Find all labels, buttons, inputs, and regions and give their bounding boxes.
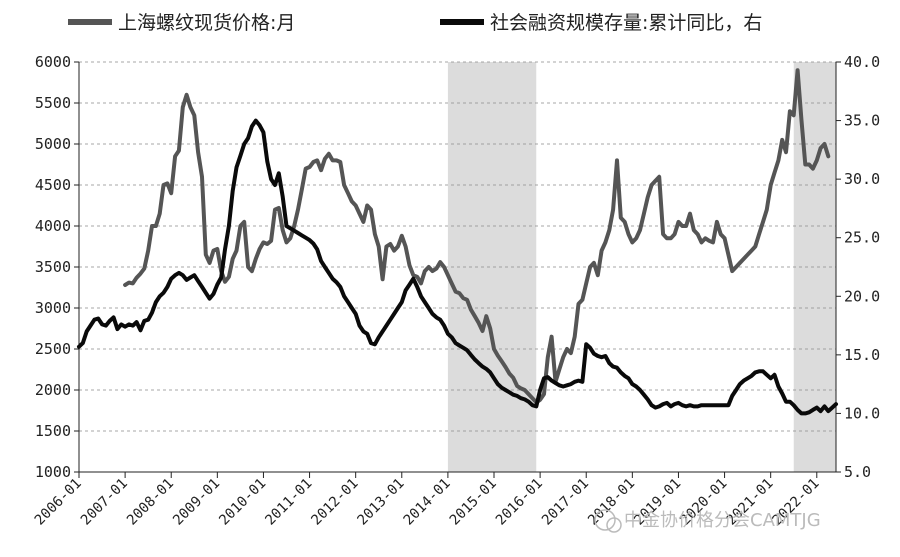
- y-left-tick-label: 4000: [35, 217, 71, 235]
- x-tick-label: 2014-01: [401, 476, 454, 529]
- y-right-tick-label: 5.0: [844, 463, 871, 481]
- series-line-1: [77, 118, 838, 416]
- y-right-tick-label: 25.0: [844, 229, 880, 247]
- y-left-tick-label: 3000: [35, 299, 71, 317]
- watermark: 中金协价格分会CAMTJG: [594, 509, 821, 533]
- shaded-period-0: [447, 62, 537, 472]
- x-tick-label: 2016-01: [493, 476, 546, 529]
- y-left-tick-label: 1000: [35, 463, 71, 481]
- y-left-tick-label: 2500: [35, 340, 71, 358]
- y-left-tick-label: 6000: [35, 53, 71, 71]
- x-tick-label: 2017-01: [539, 476, 592, 529]
- x-tick-label: 2006-01: [32, 476, 85, 529]
- y-right-tick-label: 15.0: [844, 346, 880, 364]
- wechat-icon-small: [606, 517, 622, 533]
- legend-label-1: 社会融资规模存量:累计同比，右: [490, 12, 762, 34]
- y-left-tick-label: 5500: [35, 94, 71, 112]
- legend-label-0: 上海螺纹现货价格:月: [118, 12, 295, 34]
- y-left-tick-label: 3500: [35, 258, 71, 276]
- y-left-tick-label: 1500: [35, 422, 71, 440]
- y-left-tick-label: 2000: [35, 381, 71, 399]
- y-right-tick-label: 20.0: [844, 287, 880, 305]
- x-tick-label: 2015-01: [447, 476, 500, 529]
- y-left-tick-label: 5000: [35, 135, 71, 153]
- watermark-text: 中金协价格分会CAMTJG: [624, 510, 821, 531]
- legend: 上海螺纹现货价格:月 社会融资规模存量:累计同比，右: [68, 12, 762, 34]
- x-tick-label: 2008-01: [124, 476, 177, 529]
- y-right-tick-label: 35.0: [844, 112, 880, 130]
- x-tick-label: 2009-01: [170, 476, 223, 529]
- series-line-0: [123, 68, 831, 405]
- y-left-tick-label: 4500: [35, 176, 71, 194]
- x-tick-label: 2011-01: [262, 476, 315, 529]
- x-tick-label: 2012-01: [308, 476, 361, 529]
- wechat-icon: [594, 509, 616, 531]
- y-right-tick-label: 10.0: [844, 404, 880, 422]
- x-tick-label: 2013-01: [355, 476, 408, 529]
- x-tick-label: 2010-01: [216, 476, 269, 529]
- y-right-tick-label: 40.0: [844, 53, 880, 71]
- x-tick-label: 2007-01: [78, 476, 131, 529]
- y-right-tick-label: 30.0: [844, 170, 880, 188]
